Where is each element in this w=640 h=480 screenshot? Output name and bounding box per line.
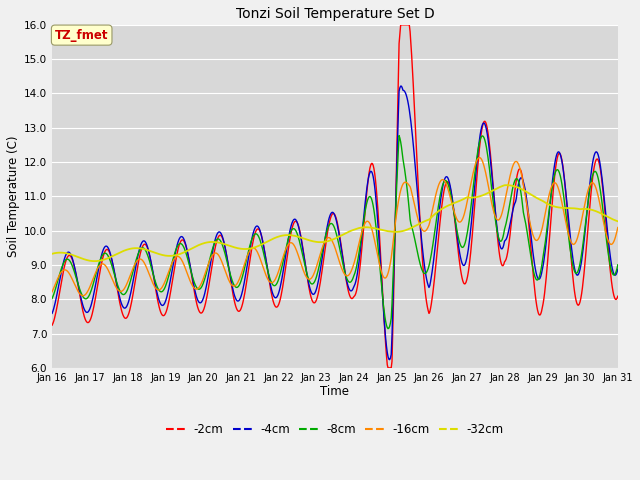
Text: TZ_fmet: TZ_fmet xyxy=(55,29,108,42)
X-axis label: Time: Time xyxy=(321,385,349,398)
Legend: -2cm, -4cm, -8cm, -16cm, -32cm: -2cm, -4cm, -8cm, -16cm, -32cm xyxy=(162,419,508,441)
Y-axis label: Soil Temperature (C): Soil Temperature (C) xyxy=(7,136,20,257)
Title: Tonzi Soil Temperature Set D: Tonzi Soil Temperature Set D xyxy=(236,7,435,21)
